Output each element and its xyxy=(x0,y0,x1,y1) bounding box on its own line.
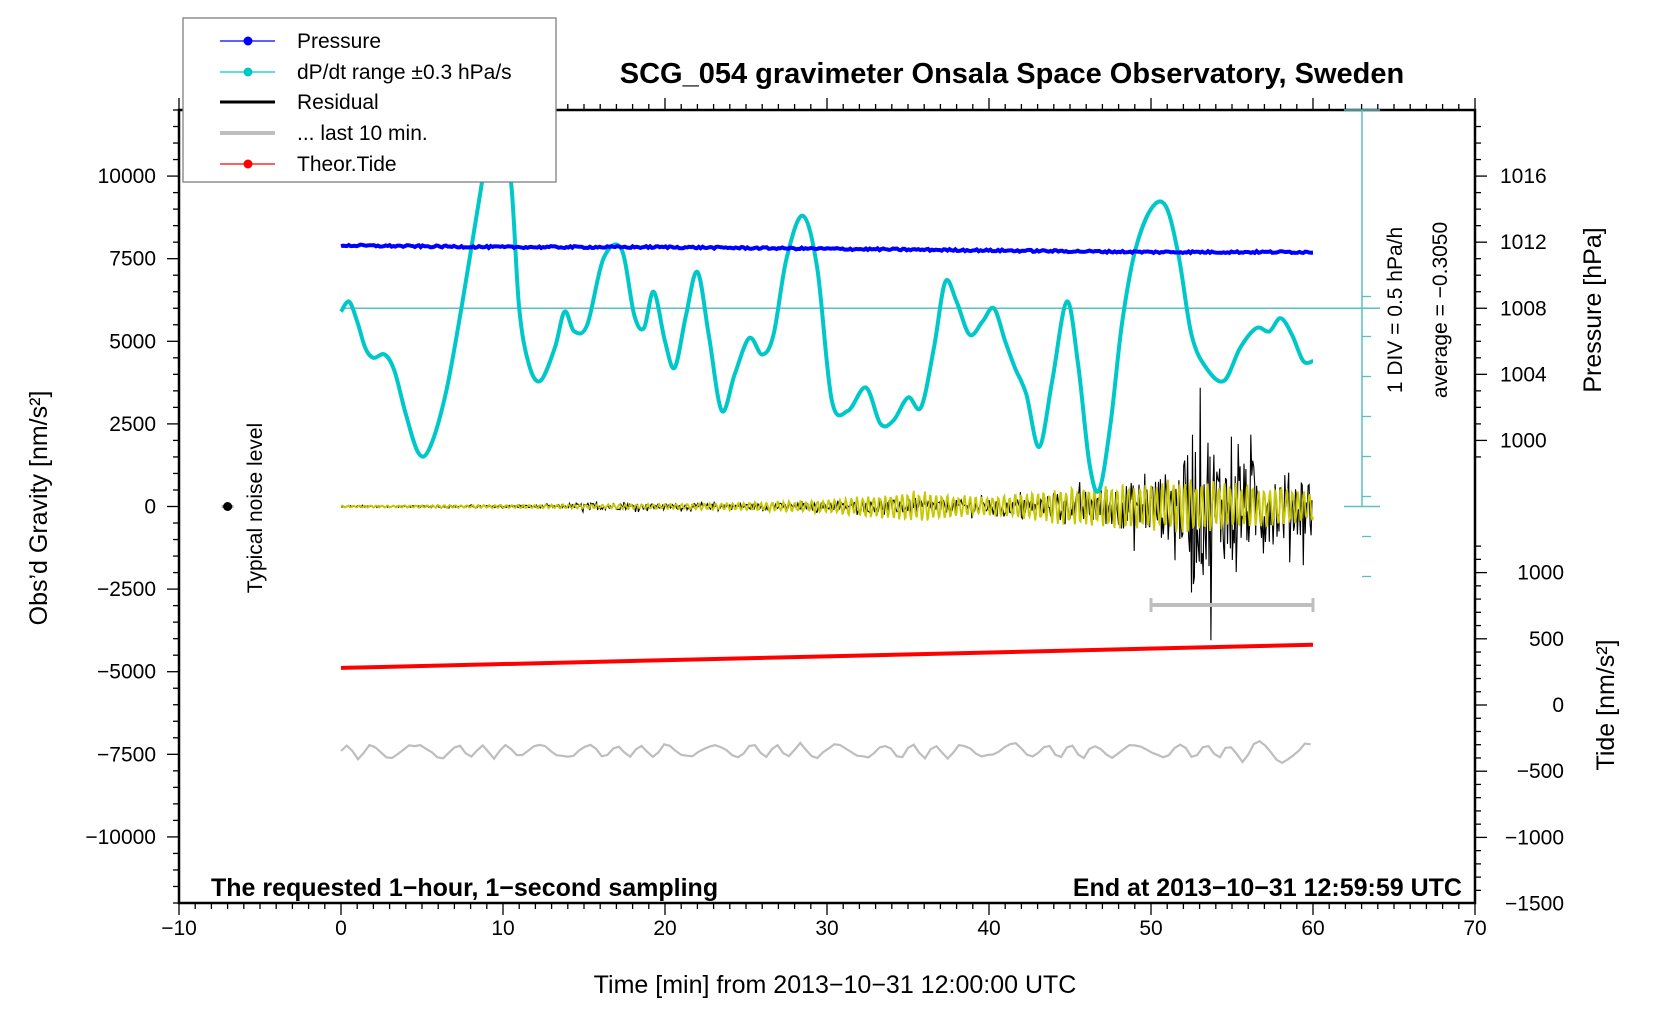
legend-label: Theor.Tide xyxy=(297,153,397,176)
y-tick-label: −7500 xyxy=(97,743,156,766)
series-theor-tide xyxy=(340,642,1314,670)
x-tick-label: 0 xyxy=(335,917,347,940)
pressure-tick-label: 1016 xyxy=(1500,165,1547,188)
tide-tick-label: 500 xyxy=(1529,628,1564,651)
legend-marker xyxy=(243,36,253,46)
y-tick-label: 5000 xyxy=(109,330,156,353)
series-residual-filtered xyxy=(340,479,1314,533)
legend-marker xyxy=(243,67,253,77)
x-axis-title: Time [min] from 2013−10−31 12:00:00 UTC xyxy=(594,971,1077,999)
y-tick-label: −2500 xyxy=(97,578,156,601)
pressure-tick-label: 1008 xyxy=(1500,297,1547,320)
y-axis-title-tide: Tide [nm/s²] xyxy=(1592,639,1620,770)
annotation-end-time: End at 2013−10−31 12:59:59 UTC xyxy=(1073,874,1462,902)
pressure-tick-label: 1012 xyxy=(1500,231,1547,254)
series-layer xyxy=(339,110,1315,765)
legend-label: dP/dt range ±0.3 hPa/s xyxy=(297,61,512,84)
x-tick-label: 20 xyxy=(653,917,676,940)
y-axis-title-left: Obs’d Gravity [nm/s²] xyxy=(25,391,53,626)
annotation-sampling: The requested 1−hour, 1−second sampling xyxy=(211,874,718,902)
legend: Pressure dP/dt range ±0.3 hPa/s Residual..… xyxy=(182,17,557,183)
legend-label: Residual xyxy=(297,91,379,114)
y-tick-label: −10000 xyxy=(85,826,156,849)
legend-label: Pressure xyxy=(297,30,381,53)
y-axis-title-pressure: Pressure [hPa] xyxy=(1579,227,1607,392)
legend-box xyxy=(182,17,557,183)
tide-tick-label: 1000 xyxy=(1517,562,1564,585)
series-pressure xyxy=(340,242,1314,256)
tide-tick-label: −1500 xyxy=(1505,893,1564,916)
y-tick-label: 0 xyxy=(144,496,156,519)
y-tick-label: 10000 xyxy=(98,165,156,188)
axis-ticks: −10 0 10 20 30 40 50 60 70100007500500025000−250… xyxy=(85,98,1564,940)
y-tick-label: −5000 xyxy=(97,661,156,684)
x-tick-label: 60 xyxy=(1301,917,1324,940)
x-tick-label: 40 xyxy=(977,917,1000,940)
x-tick-label: 10 xyxy=(491,917,514,940)
x-tick-label: −10 xyxy=(161,917,197,940)
tide-tick-label: −1000 xyxy=(1505,826,1564,849)
y-tick-label: 2500 xyxy=(109,413,156,436)
dpdt-scale xyxy=(341,109,1380,578)
tide-tick-label: −500 xyxy=(1517,760,1564,783)
dpdt-div-label: 1 DIV = 0.5 hPa/h xyxy=(1384,227,1407,393)
legend-label: ... last 10 min. xyxy=(297,122,428,145)
series-last10min xyxy=(340,739,1311,765)
noise-marker-dot xyxy=(223,502,233,511)
pressure-tick-label: 1004 xyxy=(1500,363,1547,386)
pressure-tick-label: 1000 xyxy=(1500,429,1547,452)
dpdt-average-label: average = −0.3050 xyxy=(1429,222,1452,398)
x-tick-label: 50 xyxy=(1139,917,1162,940)
x-tick-label: 30 xyxy=(815,917,838,940)
x-tick-label: 70 xyxy=(1463,917,1486,940)
chart-title: SCG_054 gravimeter Onsala Space Observat… xyxy=(620,58,1404,90)
y-tick-label: 7500 xyxy=(109,248,156,271)
tide-tick-label: 0 xyxy=(1552,694,1564,717)
noise-level-label: Typical noise level xyxy=(244,423,267,593)
legend-marker xyxy=(243,159,253,169)
